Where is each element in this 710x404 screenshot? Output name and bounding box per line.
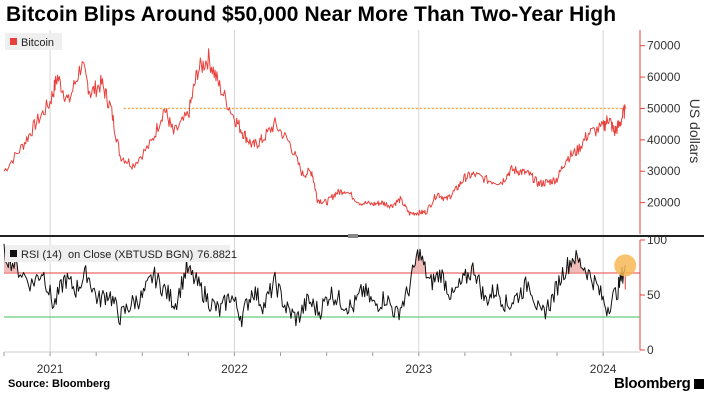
price-y-tick-label: 20000: [647, 196, 681, 210]
rsi-legend-bg: [5, 245, 230, 262]
price-y-tick-label: 40000: [647, 133, 681, 147]
x-tick-label: 2024: [590, 362, 617, 376]
brand-name: Bloomberg: [614, 375, 691, 392]
price-y-tick-label: 60000: [647, 70, 681, 84]
price-y-tick-label: 70000: [647, 39, 681, 53]
bitcoin-price-line[interactable]: [3, 48, 626, 216]
x-tick-label: 2023: [405, 362, 432, 376]
price-layer: [3, 48, 628, 216]
x-tick-label: 2021: [37, 362, 64, 376]
rsi-y-tick-label: 50: [647, 288, 661, 302]
bloomberg-terminal-icon: [694, 379, 705, 389]
rsi-latest-highlight[interactable]: [614, 254, 637, 277]
price-legend-bg: [5, 33, 62, 50]
rsi-legend-label: RSI (14): [21, 249, 62, 261]
price-legend-swatch: [10, 38, 17, 45]
rsi-legend[interactable]: RSI (14) on Close (XBTUSD BGN) 76.8821: [5, 245, 237, 262]
chart-title: Bitcoin Blips Around $50,000 Near More T…: [6, 3, 617, 26]
rsi-legend-text: RSI (14) on Close (XBTUSD BGN) 76.8821: [21, 249, 237, 261]
price-y-tick-label: 30000: [647, 164, 681, 178]
rsi-legend-detail: on Close (XBTUSD BGN): [68, 249, 193, 261]
price-legend-label: Bitcoin: [21, 37, 54, 49]
rsi-layer: [3, 243, 640, 328]
x-tick-label: 2022: [221, 362, 248, 376]
grid-layer: 2021 2022 2023 2024 20000 30000 40000 50000 6000…: [3, 30, 681, 376]
price-legend[interactable]: Bitcoin: [5, 33, 62, 50]
footer-source: Source: Bloomberg: [8, 378, 111, 390]
panel-divider-handle[interactable]: [348, 234, 358, 238]
rsi-legend-value: 76.8821: [197, 249, 237, 261]
rsi-y-tick-label: 0: [647, 343, 654, 357]
rsi-legend-swatch: [10, 250, 17, 257]
y-axis-title: US dollars: [687, 99, 703, 164]
price-y-tick-label: 50000: [647, 101, 681, 115]
rsi-line[interactable]: [3, 243, 626, 328]
footer-brand: Bloomberg: [614, 375, 705, 392]
